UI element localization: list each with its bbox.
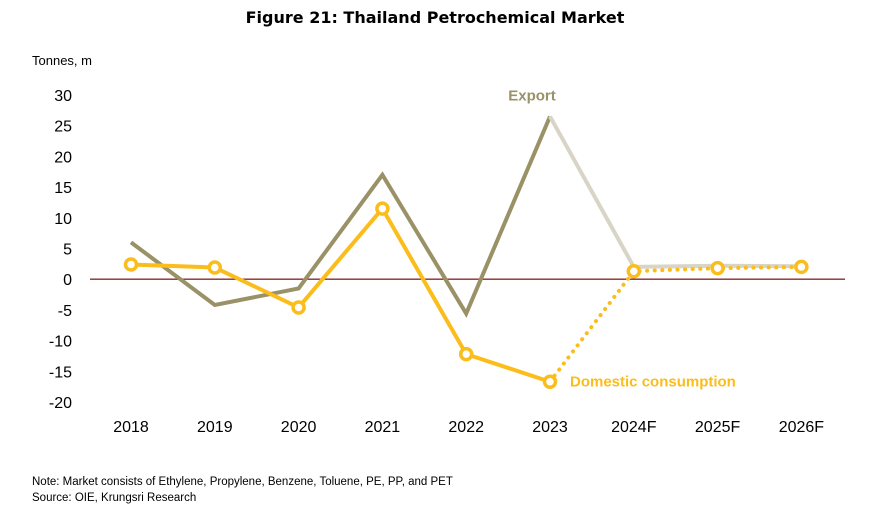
domestic-data-point: [710, 260, 725, 276]
chart-title: Figure 21: Thailand Petrochemical Market: [245, 8, 625, 27]
domestic-data-point: [291, 300, 306, 315]
x-tick-label: 2021: [365, 419, 401, 436]
export-series-label: Export: [508, 87, 556, 104]
x-tick-label: 2026F: [779, 419, 825, 436]
y-tick-label: -5: [58, 303, 72, 320]
x-tick-label: 2024F: [611, 419, 657, 436]
domestic-data-point: [542, 374, 558, 389]
x-tick-label: 2019: [197, 419, 233, 436]
y-tick-label: 0: [63, 272, 72, 289]
y-tick-label: 30: [54, 88, 72, 105]
domestic-data-point: [794, 259, 809, 275]
export-actual-line: [129, 115, 552, 318]
y-tick-label: -10: [49, 334, 72, 351]
x-tick-label: 2022: [448, 419, 484, 436]
y-tick-label: 15: [54, 180, 72, 197]
y-axis-unit-label: Tonnes, m: [32, 53, 92, 68]
domestic-series-label: Domestic consumption: [570, 374, 736, 391]
x-tick-label: 2018: [113, 419, 149, 436]
y-tick-label: 25: [54, 119, 72, 136]
export-forecast-line: [548, 115, 802, 269]
domestic-data-point: [207, 260, 223, 275]
domestic-actual-line: [130, 206, 551, 384]
y-tick-label: -15: [49, 364, 72, 381]
chart-note: Note: Market consists of Ethylene, Propy…: [32, 476, 453, 488]
domestic-forecast-line: [548, 264, 804, 384]
y-tick-label: 5: [63, 242, 72, 259]
chart-source: Source: OIE, Krungsri Research: [32, 492, 197, 504]
x-tick-label: 2023: [532, 419, 568, 436]
y-tick-label: 20: [54, 149, 72, 166]
domestic-data-point: [458, 346, 474, 362]
x-tick-label: 2025F: [695, 419, 741, 436]
domestic-data-point: [123, 257, 139, 272]
domestic-data-point: [626, 263, 642, 279]
x-tick-label: 2020: [281, 419, 317, 436]
y-tick-label: 10: [54, 211, 72, 228]
domestic-data-point: [375, 201, 390, 216]
y-tick-label: -20: [49, 395, 72, 412]
